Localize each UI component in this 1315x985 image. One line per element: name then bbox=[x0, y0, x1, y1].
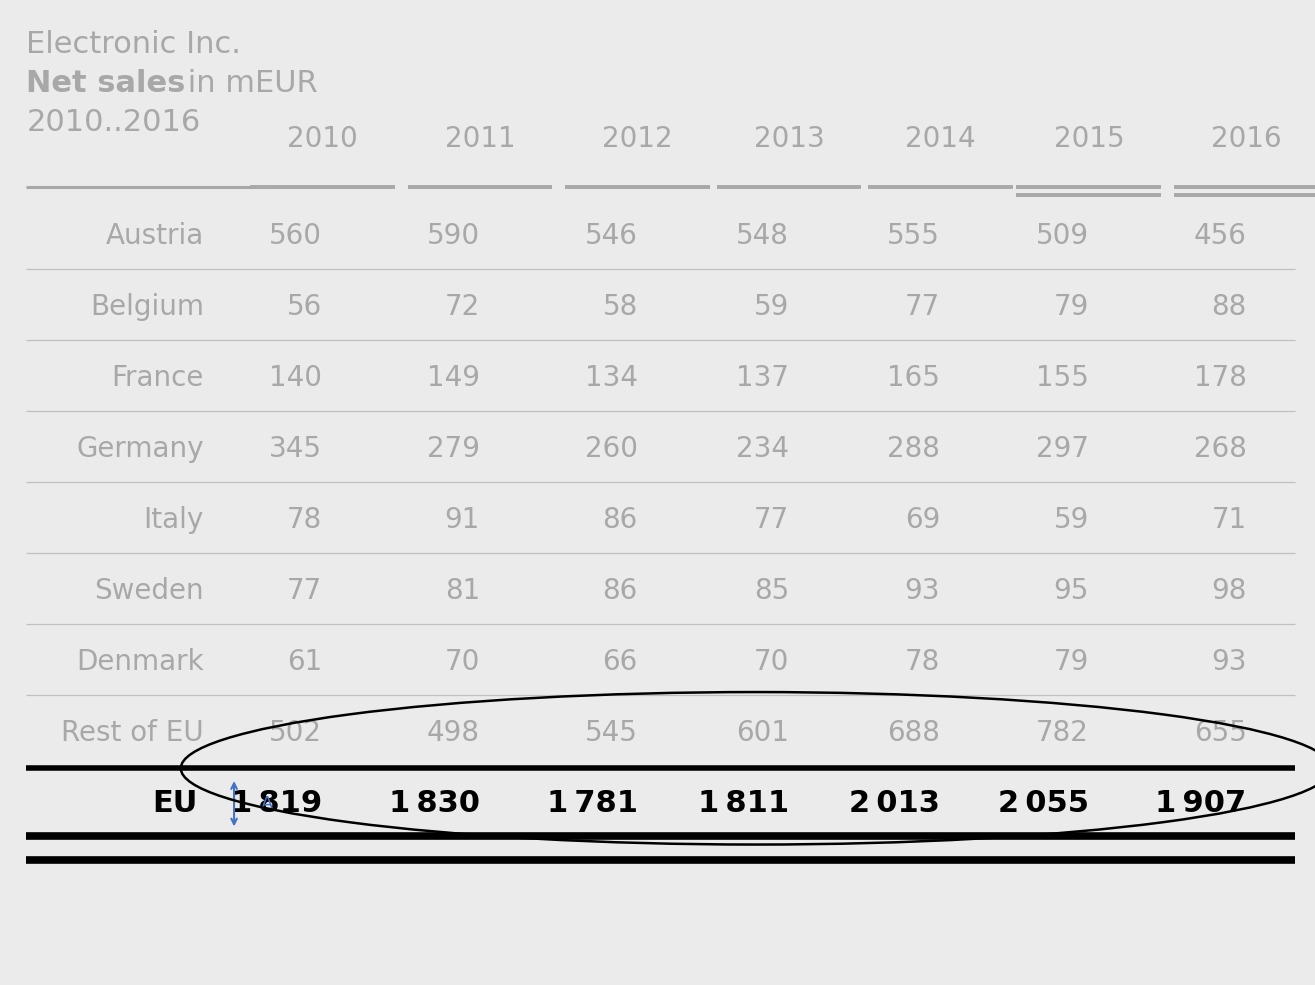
Text: 86: 86 bbox=[602, 577, 638, 605]
Text: 655: 655 bbox=[1194, 719, 1247, 747]
Text: 345: 345 bbox=[270, 435, 322, 463]
Text: 77: 77 bbox=[905, 294, 940, 321]
Text: 59: 59 bbox=[1053, 506, 1089, 534]
Text: 688: 688 bbox=[888, 719, 940, 747]
Text: 98: 98 bbox=[1211, 577, 1247, 605]
Text: 560: 560 bbox=[270, 223, 322, 250]
Text: A: A bbox=[260, 795, 272, 813]
Text: 58: 58 bbox=[602, 294, 638, 321]
Text: 1 781: 1 781 bbox=[547, 789, 638, 819]
Text: Electronic Inc.: Electronic Inc. bbox=[26, 30, 241, 58]
Text: 2 055: 2 055 bbox=[998, 789, 1089, 819]
Text: Sweden: Sweden bbox=[95, 577, 204, 605]
Text: Austria: Austria bbox=[105, 223, 204, 250]
Text: 1 819: 1 819 bbox=[231, 789, 322, 819]
Text: 95: 95 bbox=[1053, 577, 1089, 605]
Text: 590: 590 bbox=[427, 223, 480, 250]
Text: 1 830: 1 830 bbox=[389, 789, 480, 819]
Text: 155: 155 bbox=[1036, 364, 1089, 392]
Text: Belgium: Belgium bbox=[89, 294, 204, 321]
Text: 85: 85 bbox=[753, 577, 789, 605]
Text: 56: 56 bbox=[287, 294, 322, 321]
Text: 93: 93 bbox=[1211, 648, 1247, 676]
Text: Rest of EU: Rest of EU bbox=[62, 719, 204, 747]
Text: 601: 601 bbox=[736, 719, 789, 747]
Text: France: France bbox=[112, 364, 204, 392]
Text: 545: 545 bbox=[585, 719, 638, 747]
Text: 782: 782 bbox=[1036, 719, 1089, 747]
Text: Denmark: Denmark bbox=[76, 648, 204, 676]
Text: 2015: 2015 bbox=[1053, 125, 1124, 153]
Text: 2016: 2016 bbox=[1211, 125, 1282, 153]
Text: 1 811: 1 811 bbox=[698, 789, 789, 819]
Text: 509: 509 bbox=[1036, 223, 1089, 250]
Text: 81: 81 bbox=[444, 577, 480, 605]
Text: 70: 70 bbox=[444, 648, 480, 676]
Text: 498: 498 bbox=[427, 719, 480, 747]
Text: 2010: 2010 bbox=[287, 125, 358, 153]
Text: 137: 137 bbox=[736, 364, 789, 392]
Text: 77: 77 bbox=[753, 506, 789, 534]
Text: 72: 72 bbox=[444, 294, 480, 321]
Text: 555: 555 bbox=[888, 223, 940, 250]
Text: in mEUR: in mEUR bbox=[178, 69, 317, 98]
Text: 134: 134 bbox=[585, 364, 638, 392]
Text: 297: 297 bbox=[1036, 435, 1089, 463]
Text: 88: 88 bbox=[1211, 294, 1247, 321]
Text: 61: 61 bbox=[287, 648, 322, 676]
Text: 149: 149 bbox=[427, 364, 480, 392]
Text: 279: 279 bbox=[427, 435, 480, 463]
Text: 234: 234 bbox=[736, 435, 789, 463]
Text: 546: 546 bbox=[585, 223, 638, 250]
Text: 93: 93 bbox=[905, 577, 940, 605]
Text: 1 907: 1 907 bbox=[1156, 789, 1247, 819]
Text: 260: 260 bbox=[585, 435, 638, 463]
Text: 78: 78 bbox=[287, 506, 322, 534]
Text: EU: EU bbox=[151, 789, 197, 819]
Text: 79: 79 bbox=[1053, 648, 1089, 676]
Text: 66: 66 bbox=[602, 648, 638, 676]
Text: 165: 165 bbox=[888, 364, 940, 392]
Text: 2010..2016: 2010..2016 bbox=[26, 108, 201, 137]
Text: 91: 91 bbox=[444, 506, 480, 534]
Text: Net sales: Net sales bbox=[26, 69, 185, 98]
Text: 77: 77 bbox=[287, 577, 322, 605]
Text: 2014: 2014 bbox=[905, 125, 976, 153]
Text: 140: 140 bbox=[270, 364, 322, 392]
Text: 178: 178 bbox=[1194, 364, 1247, 392]
Text: 268: 268 bbox=[1194, 435, 1247, 463]
Text: 2013: 2013 bbox=[753, 125, 825, 153]
Text: 2011: 2011 bbox=[444, 125, 515, 153]
Text: 2012: 2012 bbox=[602, 125, 673, 153]
Text: 86: 86 bbox=[602, 506, 638, 534]
Text: 70: 70 bbox=[753, 648, 789, 676]
Text: 69: 69 bbox=[905, 506, 940, 534]
Text: 502: 502 bbox=[270, 719, 322, 747]
Text: 59: 59 bbox=[753, 294, 789, 321]
Text: 288: 288 bbox=[888, 435, 940, 463]
Text: 79: 79 bbox=[1053, 294, 1089, 321]
Text: 2 013: 2 013 bbox=[849, 789, 940, 819]
Text: Italy: Italy bbox=[143, 506, 204, 534]
Text: 78: 78 bbox=[905, 648, 940, 676]
Text: Germany: Germany bbox=[76, 435, 204, 463]
Text: 71: 71 bbox=[1211, 506, 1247, 534]
Text: 456: 456 bbox=[1194, 223, 1247, 250]
Text: 548: 548 bbox=[736, 223, 789, 250]
